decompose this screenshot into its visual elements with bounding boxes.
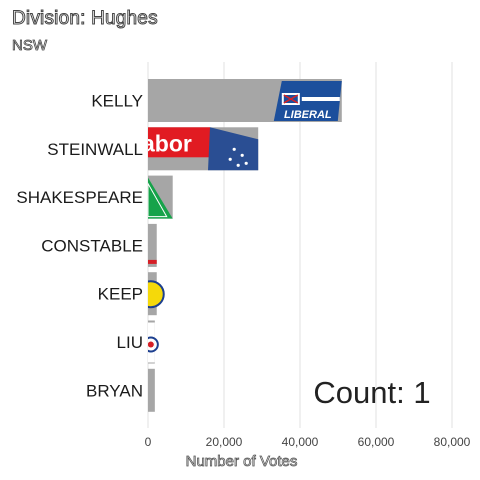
category-label-shakespeare: SHAKESPEARE (16, 188, 143, 207)
bars: LIBERAL abor (142, 79, 342, 412)
labor-logo-icon: abor (142, 127, 259, 171)
x-tick-label-3: 60,000 (358, 435, 395, 449)
category-label-steinwall: STEINWALL (47, 140, 143, 159)
party-logo-icon (148, 280, 165, 309)
bar-constable (148, 223, 157, 267)
category-label-bryan: BRYAN (86, 381, 143, 400)
chart-title: Division: Hughes (12, 8, 159, 30)
x-tick-label-0: 0 (145, 435, 152, 449)
count-display: Count: 1 (313, 375, 430, 410)
party-logo-icon (148, 259, 157, 264)
party-logo-icon (148, 322, 159, 363)
svg-text:abor: abor (142, 130, 192, 156)
greens-logo-icon (148, 177, 173, 219)
x-tick-label-2: 40,000 (282, 435, 319, 449)
x-tick-label-1: 20,000 (206, 435, 243, 449)
liberal-logo-icon: LIBERAL (273, 81, 342, 121)
x-axis-label: Number of Votes (185, 453, 298, 471)
category-labels: KELLY STEINWALL SHAKESPEARE CONSTABLE KEEP LI… (16, 92, 143, 401)
category-label-kelly: KELLY (91, 92, 143, 111)
category-label-constable: CONSTABLE (41, 236, 143, 255)
x-tick-label-4: 80,000 (434, 435, 471, 449)
chart-subtitle: NSW (12, 37, 48, 55)
category-label-keep: KEEP (98, 285, 143, 304)
svg-text:LIBERAL: LIBERAL (284, 109, 332, 121)
bar-bryan (148, 368, 155, 412)
x-tick-labels: 0 20,000 40,000 60,000 80,000 (145, 435, 471, 449)
category-label-liu: LIU (117, 333, 143, 352)
